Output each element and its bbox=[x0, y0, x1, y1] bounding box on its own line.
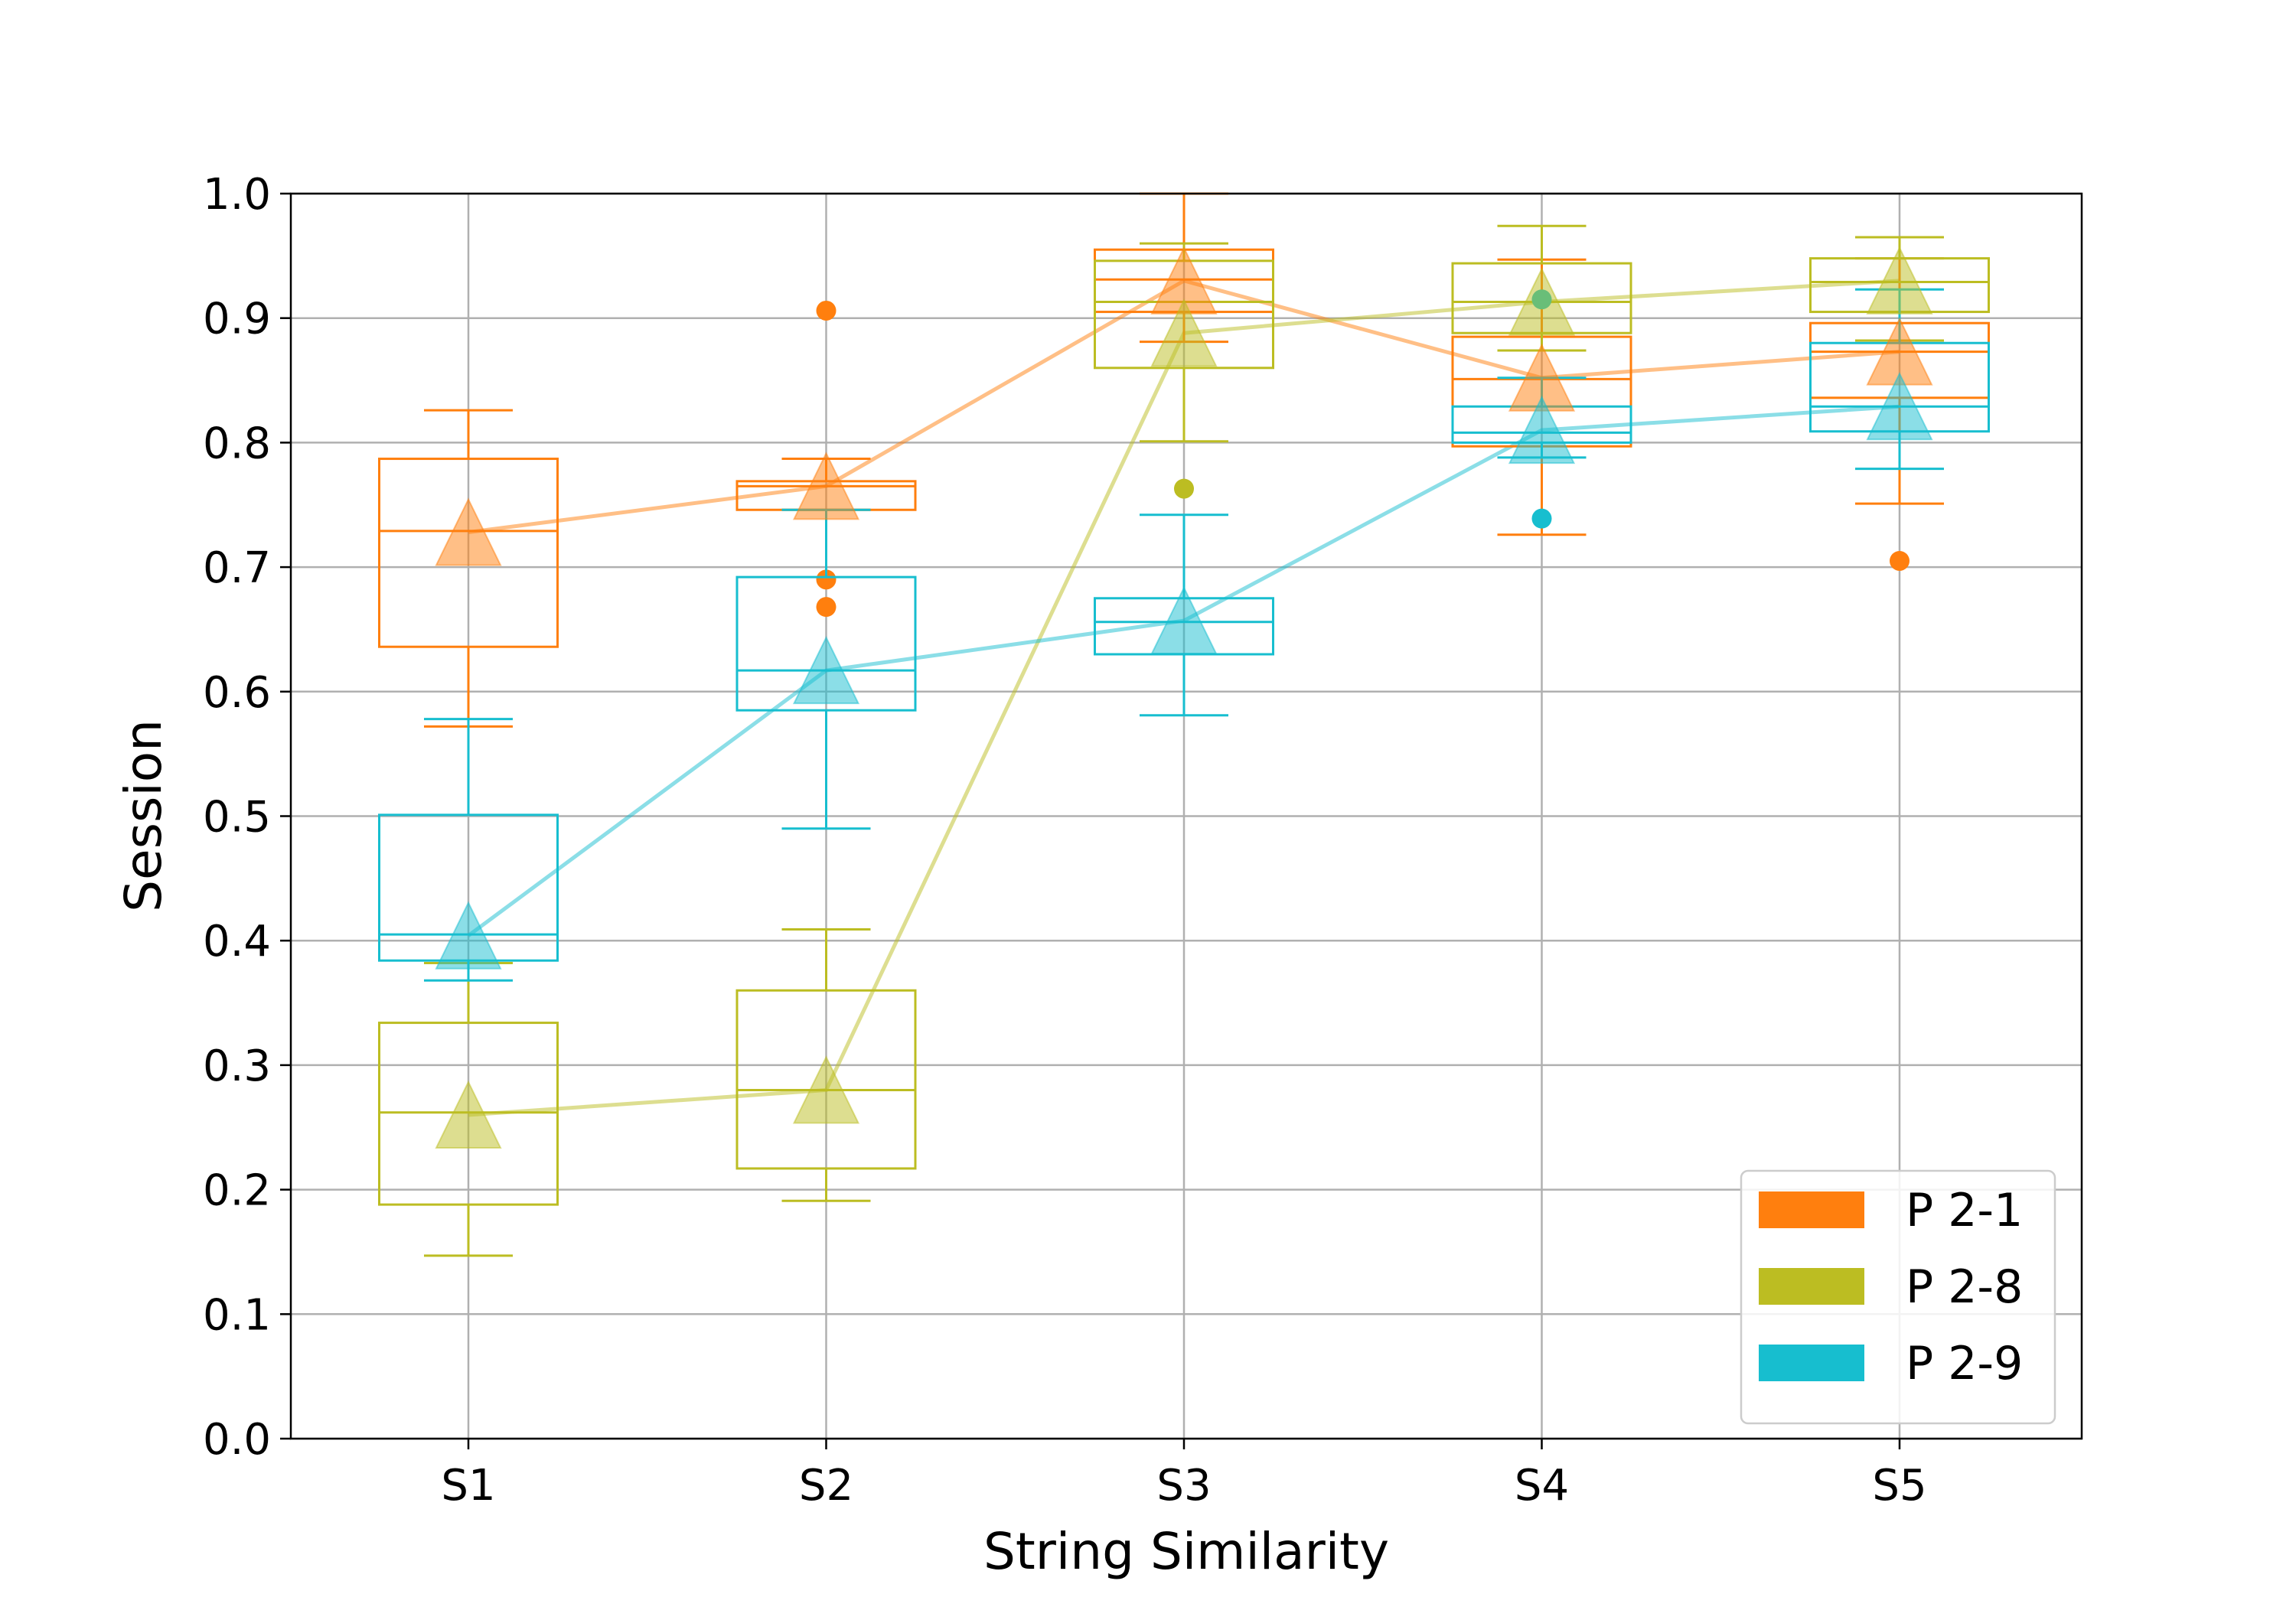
mean-marker-p2-9 bbox=[435, 901, 502, 970]
mean-marker-p2-8 bbox=[1866, 246, 1933, 315]
y-tick-label: 0.8 bbox=[203, 419, 271, 468]
y-tick-label: 0.9 bbox=[203, 295, 271, 344]
x-tick-label: S1 bbox=[441, 1461, 495, 1511]
y-tick-label: 0.1 bbox=[203, 1290, 271, 1340]
outlier-point bbox=[816, 300, 837, 321]
mean-marker-p2-9 bbox=[1150, 585, 1218, 655]
outlier-point bbox=[1531, 508, 1552, 529]
outlier-point bbox=[816, 597, 837, 618]
x-tick-label: S3 bbox=[1156, 1461, 1211, 1511]
mean-marker-p2-8 bbox=[1508, 267, 1576, 336]
x-tick-label: S2 bbox=[799, 1461, 853, 1511]
box-iqr bbox=[735, 989, 917, 1170]
y-tick-label: 0.7 bbox=[203, 543, 271, 593]
legend-swatch-p2-9 bbox=[1759, 1345, 1864, 1381]
x-tick-label: S4 bbox=[1515, 1461, 1569, 1511]
outlier-point bbox=[816, 569, 837, 590]
box-iqr bbox=[735, 575, 917, 712]
y-tick-label: 0.3 bbox=[203, 1041, 271, 1091]
axis-ticks: 0.0 0.1 0.2 0.3 0.4 0.5 0.6 0.7 0.8 0.9 1.0 S1 S2 S3 S… bbox=[203, 170, 1927, 1511]
y-axis-label: Session bbox=[114, 719, 173, 912]
mean-marker-p2-1 bbox=[435, 497, 502, 566]
y-tick-label: 0.6 bbox=[203, 668, 271, 718]
legend: P 2-1 P 2-8 P 2-9 bbox=[1740, 1169, 2056, 1425]
mean-marker-p2-9 bbox=[1508, 395, 1576, 464]
x-tick-label: S5 bbox=[1872, 1461, 1926, 1511]
y-tick-label: 0.2 bbox=[203, 1166, 271, 1216]
mean-markers bbox=[435, 246, 1933, 1149]
legend-swatch-p2-8 bbox=[1759, 1268, 1864, 1305]
legend-label-p2-1: P 2-1 bbox=[1906, 1184, 2023, 1237]
mean-marker-p2-1 bbox=[792, 451, 860, 520]
mean-marker-p2-9 bbox=[792, 635, 860, 705]
box-iqr bbox=[378, 1022, 559, 1206]
legend-label-p2-8: P 2-8 bbox=[1906, 1260, 2023, 1314]
y-tick-label: 1.0 bbox=[203, 170, 271, 220]
mean-marker-p2-8 bbox=[792, 1055, 860, 1124]
mean-marker-p2-8 bbox=[1150, 298, 1218, 367]
y-tick-label: 0.0 bbox=[203, 1415, 271, 1465]
mean-marker-p2-9 bbox=[1866, 371, 1933, 441]
legend-label-p2-9: P 2-9 bbox=[1906, 1337, 2023, 1390]
mean-marker-p2-8 bbox=[435, 1080, 502, 1149]
y-tick-label: 0.4 bbox=[203, 917, 271, 966]
outlier-point bbox=[1890, 550, 1910, 571]
y-tick-label: 0.5 bbox=[203, 793, 271, 843]
legend-swatch-p2-1 bbox=[1759, 1191, 1864, 1228]
box-iqr bbox=[378, 458, 559, 648]
x-axis-label: String Similarity bbox=[983, 1522, 1389, 1581]
box-p2-9-s2 bbox=[735, 508, 917, 830]
outlier-point bbox=[1174, 478, 1194, 499]
